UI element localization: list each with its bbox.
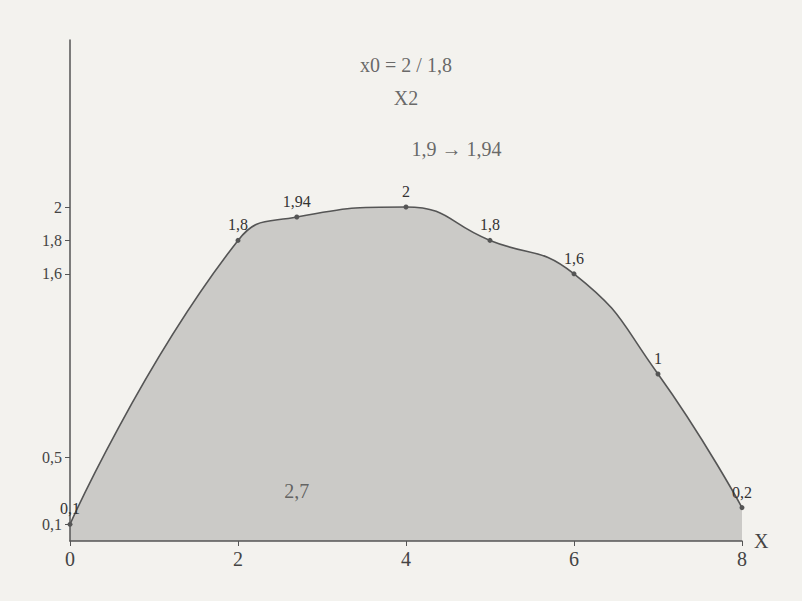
svg-text:0,5: 0,5 [42, 449, 62, 466]
svg-text:6: 6 [569, 548, 579, 570]
svg-text:1,8: 1,8 [228, 216, 248, 233]
svg-text:X2: X2 [394, 87, 418, 109]
svg-text:2: 2 [54, 199, 62, 216]
svg-text:1: 1 [654, 350, 662, 367]
svg-text:0,1: 0,1 [42, 516, 62, 533]
svg-text:8: 8 [737, 548, 747, 570]
svg-text:4: 4 [401, 548, 411, 570]
svg-text:X: X [754, 530, 769, 552]
svg-text:0: 0 [65, 548, 75, 570]
svg-text:1,8: 1,8 [42, 232, 62, 249]
svg-text:1,6: 1,6 [42, 265, 62, 282]
svg-text:1,6: 1,6 [564, 250, 584, 267]
svg-text:0,1: 0,1 [60, 500, 80, 517]
svg-text:1,8: 1,8 [480, 216, 500, 233]
svg-text:2: 2 [402, 183, 410, 200]
svg-text:x0 = 2 / 1,8: x0 = 2 / 1,8 [360, 54, 452, 76]
svg-text:0,2: 0,2 [732, 484, 752, 501]
svg-text:1,94: 1,94 [283, 193, 311, 210]
svg-text:2: 2 [233, 548, 243, 570]
svg-text:1,9 → 1,94: 1,9 → 1,94 [411, 138, 501, 160]
